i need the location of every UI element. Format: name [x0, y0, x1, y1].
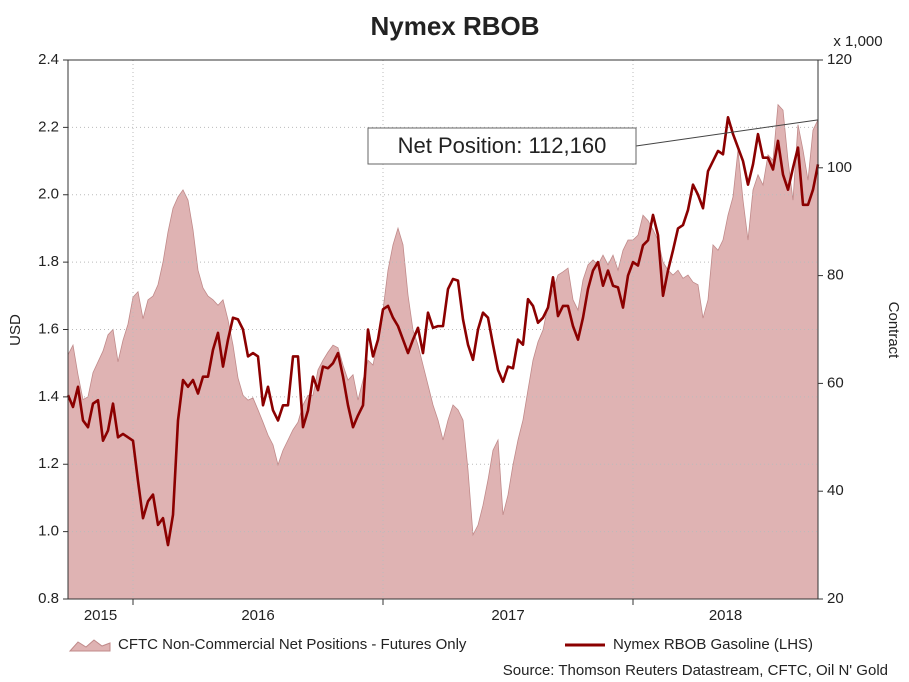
annotation-text: Net Position: 112,160	[398, 133, 607, 158]
line	[66, 115, 820, 547]
chart-title: Nymex RBOB	[370, 11, 539, 41]
x-tick-label: 2016	[241, 607, 274, 624]
source: Source: Thomson Reuters Datastream, CFTC…	[503, 662, 888, 679]
legend-swatch	[68, 639, 111, 652]
y-tick-label: 1.8	[38, 253, 59, 270]
area	[67, 103, 819, 600]
legend-label: Nymex RBOB Gasoline (LHS)	[613, 636, 813, 653]
x-tick-label: 2018	[709, 607, 742, 624]
y2-tick-label: 80	[827, 267, 844, 284]
x-tick-label: 2015	[84, 607, 117, 624]
x-tick-label: 2017	[491, 607, 524, 624]
y2-tick-label: 40	[827, 482, 844, 499]
legend-label: CFTC Non-Commercial Net Positions - Futu…	[118, 636, 467, 653]
y-tick-label: 0.8	[38, 590, 59, 607]
y-tick-label: 1.0	[38, 523, 59, 540]
y-tick-label: 1.6	[38, 320, 59, 337]
y-tick-label: 2.2	[38, 118, 59, 135]
y-axis-label: USD	[7, 314, 24, 346]
annotation-box	[367, 127, 637, 165]
y2-tick-label: 20	[827, 590, 844, 607]
y-tick-label: 2.4	[38, 51, 59, 68]
y-tick-label: 1.2	[38, 455, 59, 472]
annotation-leader	[635, 119, 819, 147]
plot-frame	[67, 59, 819, 600]
y2-tick-label: 120	[827, 51, 852, 68]
y2-tick-label: 100	[827, 159, 852, 176]
y2-unit: x 1,000	[833, 33, 882, 50]
y2-tick-label: 60	[827, 374, 844, 391]
y-tick-label: 1.4	[38, 388, 59, 405]
y-tick-label: 2.0	[38, 186, 59, 203]
y2-axis-label: Contract	[885, 302, 902, 360]
